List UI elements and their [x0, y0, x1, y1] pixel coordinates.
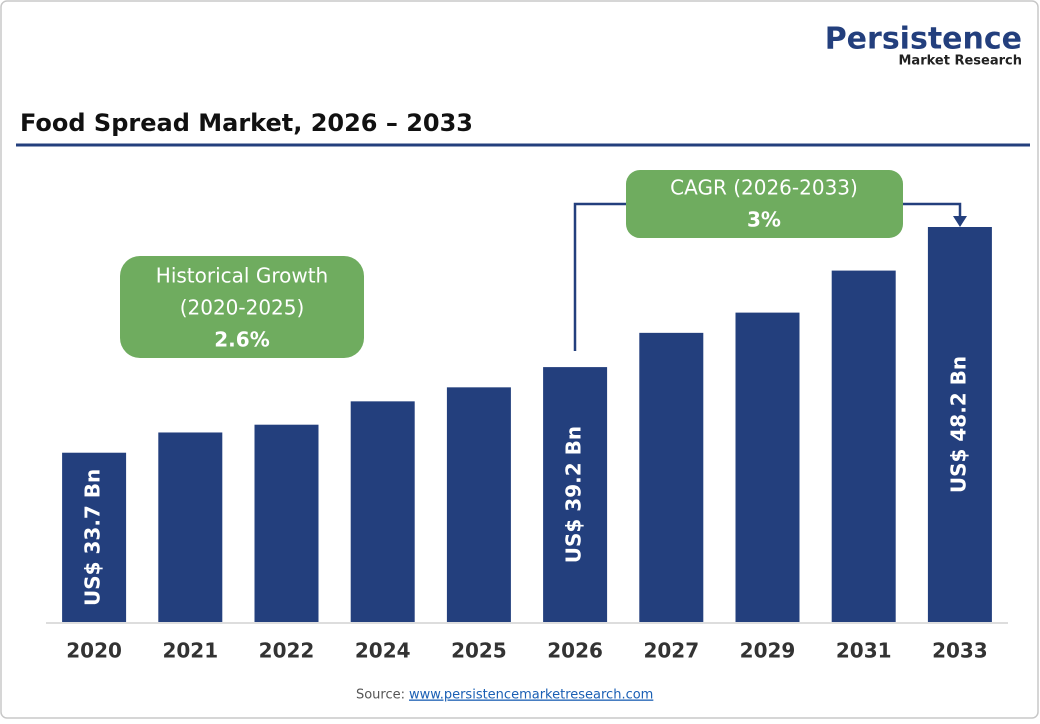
x-tick-label: 2027: [643, 639, 699, 663]
chart-title: Food Spread Market, 2026 – 2033: [20, 109, 473, 137]
callout-text: CAGR (2026-2033): [670, 176, 858, 200]
bar: [158, 432, 223, 622]
bar: [831, 270, 896, 622]
arrowhead: [953, 216, 967, 227]
bar: [543, 367, 608, 622]
x-tick-label: 2024: [355, 639, 411, 663]
x-tick-label: 2020: [66, 639, 122, 663]
x-tick-label: 2029: [740, 639, 796, 663]
callout-text: 3%: [747, 208, 781, 232]
bar: [735, 312, 800, 622]
x-tick-label: 2022: [259, 639, 315, 663]
bar: [350, 401, 415, 622]
connector: [573, 202, 626, 351]
logo-tagline: Market Research: [899, 54, 1023, 69]
value-label: US$ 48.2 Bn: [946, 356, 970, 493]
bar: [927, 227, 992, 622]
bar: [254, 424, 319, 622]
value-label: US$ 33.7 Bn: [81, 469, 105, 606]
x-tick-label: 2033: [932, 639, 988, 663]
x-tick-label: 2026: [547, 639, 603, 663]
callout-box: [626, 170, 903, 238]
bar: [446, 387, 511, 622]
bar: [62, 452, 127, 622]
bar: [639, 332, 704, 622]
callout-text: 2.6%: [214, 328, 269, 352]
callout-text: (2020-2025): [180, 296, 305, 320]
source-link[interactable]: www.persistencemarketresearch.com: [409, 688, 653, 703]
callout-text: Historical Growth: [156, 264, 328, 288]
callout-box: [120, 256, 364, 358]
logo-name: Persistence: [825, 22, 1022, 57]
connector: [903, 202, 962, 218]
source-label: Source:: [356, 688, 405, 703]
x-tick-label: 2025: [451, 639, 507, 663]
x-tick-label: 2021: [162, 639, 218, 663]
value-label: US$ 39.2 Bn: [562, 426, 586, 563]
x-tick-label: 2031: [836, 639, 892, 663]
